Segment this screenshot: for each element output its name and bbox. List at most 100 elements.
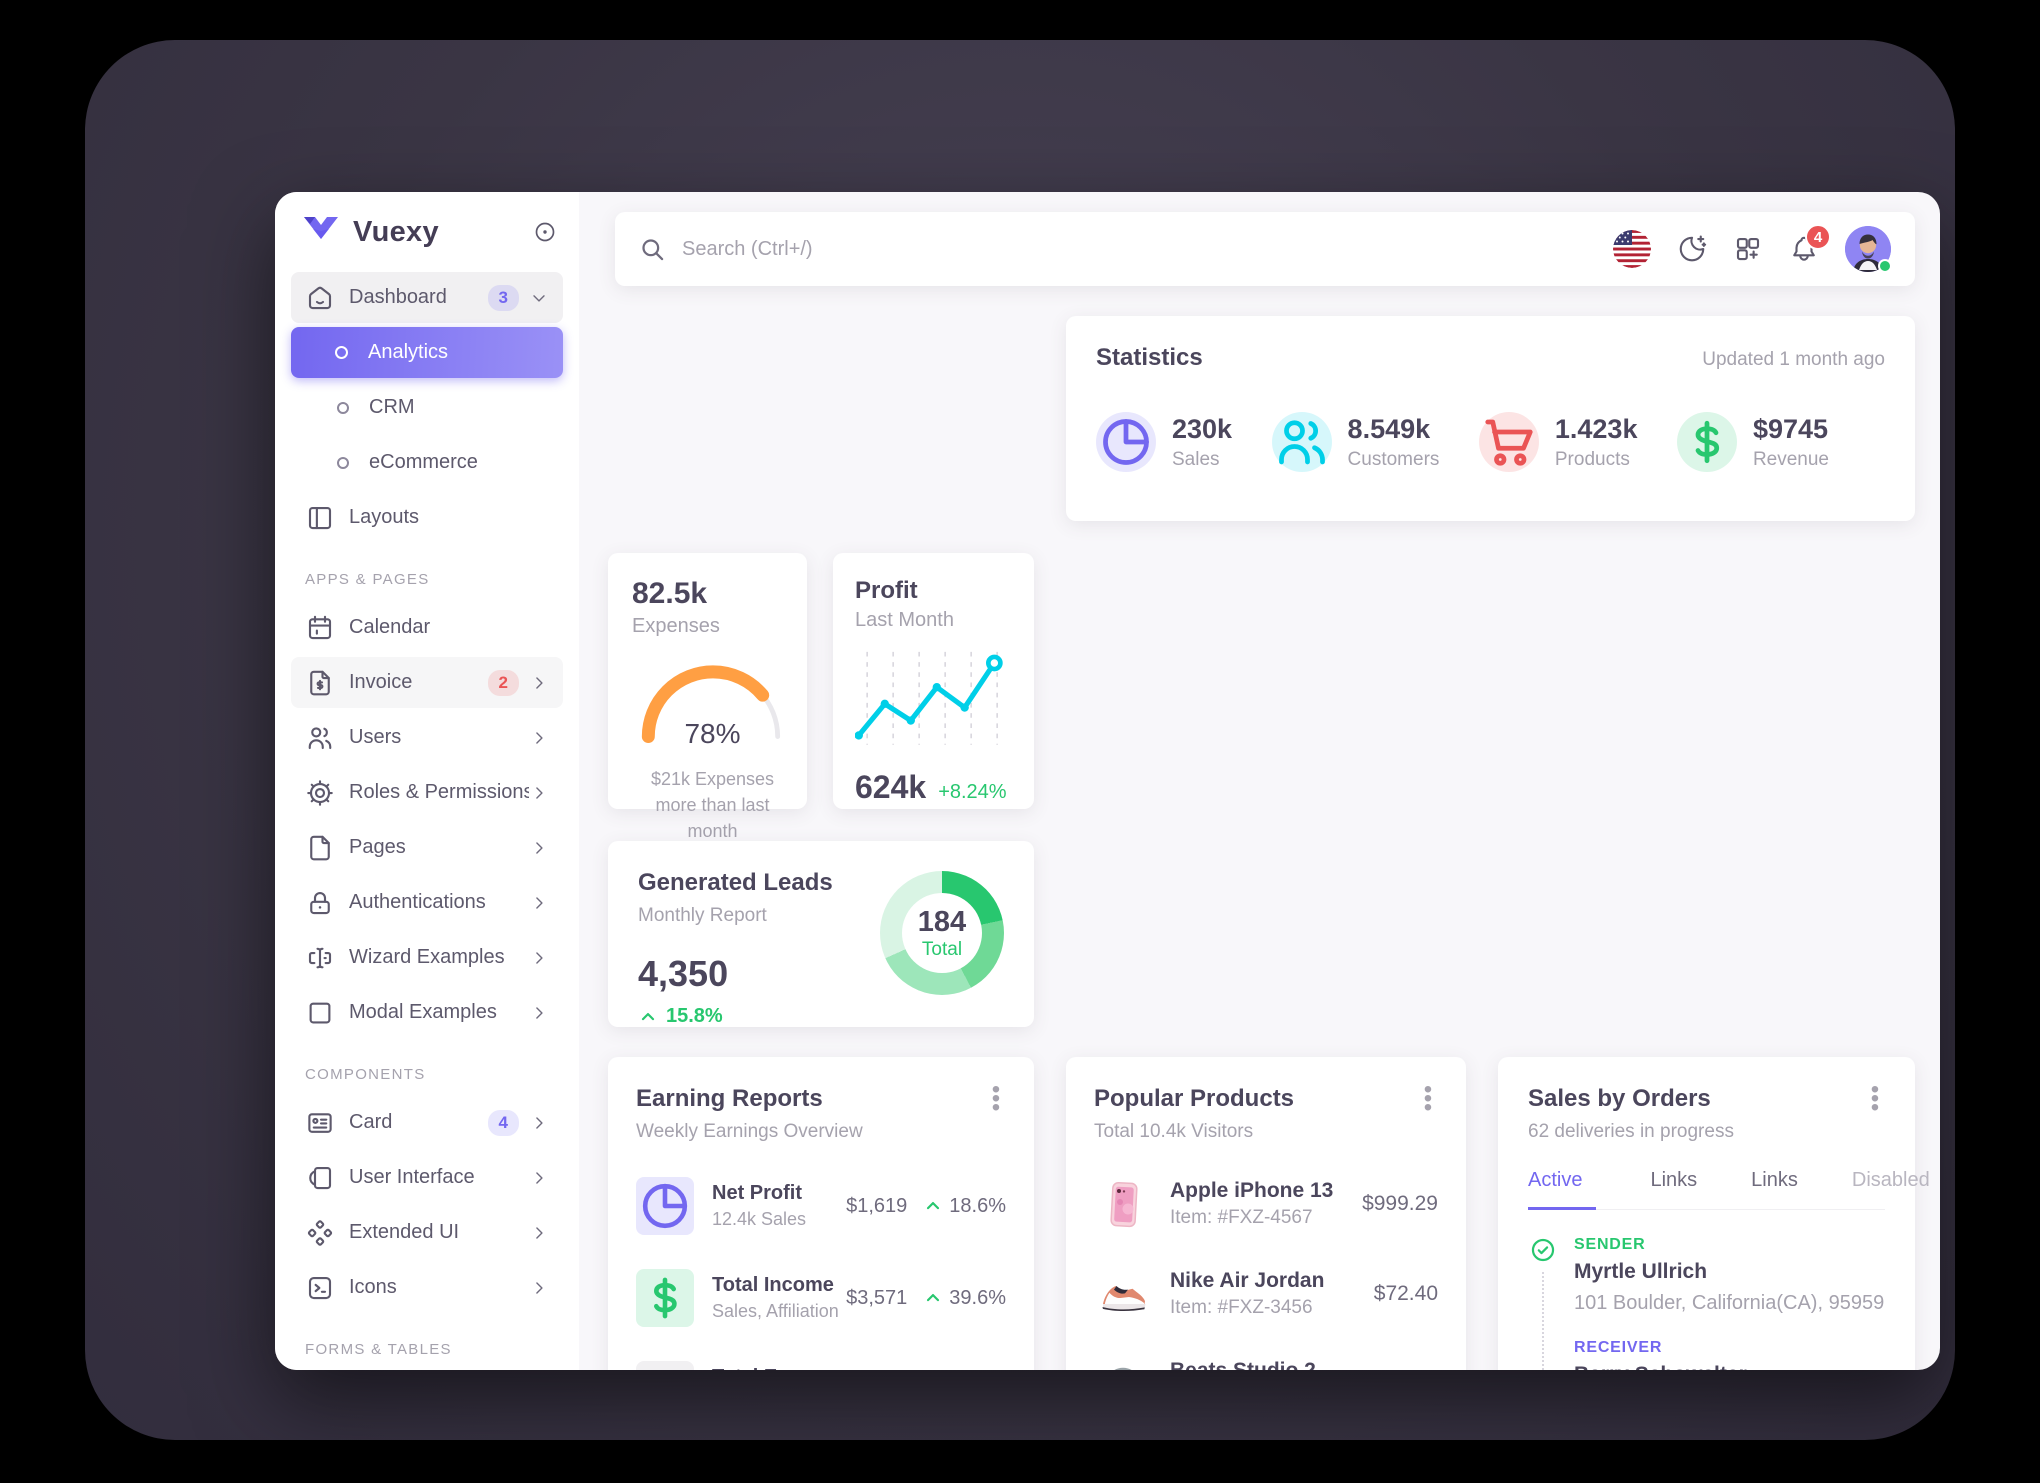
credit-card-icon xyxy=(636,1361,694,1370)
sidebar-pin-toggle[interactable] xyxy=(533,220,557,244)
tab-links-2[interactable]: Links xyxy=(1751,1169,1798,1191)
layout-sidebar-icon xyxy=(305,503,335,533)
kebab-menu-icon[interactable]: • • • xyxy=(1870,1076,1880,1121)
earning-row-title: Total Expenses xyxy=(712,1366,863,1370)
tab-links-1[interactable]: Links xyxy=(1650,1169,1698,1191)
shortcuts-grid-icon[interactable] xyxy=(1733,234,1763,264)
users-icon xyxy=(1271,412,1332,472)
stat-customers: 8.549k Customers xyxy=(1271,412,1439,472)
gear-icon xyxy=(305,778,335,808)
product-row-iphone: Apple iPhone 13 Item: #FXZ-4567 $999.29 xyxy=(1094,1175,1438,1233)
earning-subtitle: Weekly Earnings Overview xyxy=(636,1121,863,1142)
leads-title: Generated Leads xyxy=(638,869,833,896)
users-icon xyxy=(305,723,335,753)
sidebar-item-label: Analytics xyxy=(368,341,449,363)
profit-change: +8.24% xyxy=(938,781,1007,803)
topbar: 4 xyxy=(615,212,1915,286)
stat-revenue: $9745 Revenue xyxy=(1676,412,1829,472)
app-window: Vuexy Dashboard 3 Analytics CRM eCommerc… xyxy=(275,192,1940,1370)
generated-leads-card: Generated Leads Monthly Report 4,350 15.… xyxy=(608,841,1034,1027)
gauge-arc xyxy=(641,665,784,744)
earning-row-title: Net Profit xyxy=(712,1182,802,1204)
sidebar-item-ecommerce[interactable]: eCommerce xyxy=(291,437,563,488)
chart-pie-icon xyxy=(636,1177,694,1235)
sidebar-item-crm[interactable]: CRM xyxy=(291,382,563,433)
earning-row-net-profit: Net Profit 12.4k Sales $1,619 18.6% xyxy=(636,1177,1006,1235)
sidebar-header: Vuexy xyxy=(291,192,563,272)
dark-mode-moon-icon[interactable] xyxy=(1677,234,1707,264)
topbar-icons: 4 xyxy=(1613,224,1892,273)
earning-row-value: $1,619 xyxy=(846,1194,908,1217)
online-status-dot xyxy=(1878,259,1892,273)
notifications-bell-icon[interactable]: 4 xyxy=(1789,224,1831,264)
sidebar-item-calendar[interactable]: Calendar xyxy=(291,602,563,653)
receiver-label: RECEIVER xyxy=(1574,1339,1663,1356)
chevron-right-icon xyxy=(529,893,549,913)
chevron-right-icon xyxy=(529,1113,549,1133)
kebab-menu-icon[interactable]: • • • xyxy=(991,1076,1001,1121)
diamonds-icon xyxy=(305,1218,335,1248)
sidebar-item-modal-examples[interactable]: Modal Examples xyxy=(291,987,563,1038)
invoice-count-badge: 2 xyxy=(487,669,519,696)
sidebar-item-authentications[interactable]: Authentications xyxy=(291,877,563,928)
home-icon xyxy=(305,283,335,313)
chevron-down-icon xyxy=(529,288,549,308)
orders-tabs: Active Links Links Disabled xyxy=(1528,1169,1930,1210)
sidebar-item-extended-ui[interactable]: Extended UI xyxy=(291,1207,563,1258)
earning-row-total-expenses: Total Expenses ADVT, Marketing $430 52.8… xyxy=(636,1361,1006,1370)
user-avatar[interactable] xyxy=(1845,226,1892,273)
tab-disabled[interactable]: Disabled xyxy=(1851,1169,1930,1191)
check-circle-icon xyxy=(1529,1236,1557,1264)
sidebar-item-label: Layouts xyxy=(349,506,420,528)
sidebar-item-layouts[interactable]: Layouts xyxy=(291,492,563,543)
chevron-right-icon xyxy=(529,1278,549,1298)
receiver-block: RECEIVER Barry Schowalter 939 Orange, Ca… xyxy=(1574,1339,1885,1370)
kebab-menu-icon[interactable]: • • • xyxy=(1423,1076,1433,1121)
popular-products-card: Popular Products Total 10.4k Visitors • •… xyxy=(1066,1057,1466,1370)
sidebar-item-label: Dashboard xyxy=(349,286,447,308)
language-flag-icon[interactable] xyxy=(1613,230,1651,268)
leads-value: 4,350 xyxy=(638,953,729,994)
chevron-right-icon xyxy=(529,948,549,968)
leads-donut-chart: 184 Total xyxy=(880,871,1004,995)
sidebar-item-icons[interactable]: Icons xyxy=(291,1262,563,1313)
chevron-right-icon xyxy=(529,673,549,693)
sidebar-item-dashboard[interactable]: Dashboard 3 xyxy=(291,272,563,323)
sidebar-item-user-interface[interactable]: User Interface xyxy=(291,1152,563,1203)
sidebar-item-invoice[interactable]: Invoice 2 xyxy=(291,657,563,708)
sidebar-item-users[interactable]: Users xyxy=(291,712,563,763)
profit-subtitle: Last Month xyxy=(855,609,954,631)
product-name: Beats Studio 2 xyxy=(1170,1359,1374,1370)
desktop-background: Vuexy Dashboard 3 Analytics CRM eCommerc… xyxy=(85,40,1955,1440)
card-count-badge: 4 xyxy=(487,1109,519,1136)
sidebar-item-label: Card xyxy=(349,1111,393,1133)
stat-value: 1.423k xyxy=(1554,413,1638,444)
statistics-updated: Updated 1 month ago xyxy=(1702,349,1885,370)
chart-pie-icon xyxy=(1096,412,1156,472)
sales-by-orders-card: Sales by Orders 62 deliveries in progres… xyxy=(1498,1057,1930,1370)
statistics-title: Statistics xyxy=(1096,344,1203,371)
sidebar-item-card[interactable]: Card 4 xyxy=(291,1097,563,1148)
sidebar-item-analytics[interactable]: Analytics xyxy=(291,327,563,378)
sidebar-item-pages[interactable]: Pages xyxy=(291,822,563,873)
stat-value: 8.549k xyxy=(1347,413,1431,444)
sidebar-item-roles-permissions[interactable]: Roles & Permissions xyxy=(291,767,563,818)
tab-active[interactable]: Active xyxy=(1528,1169,1597,1210)
sidebar-item-label: Extended UI xyxy=(349,1221,460,1243)
products-subtitle: Total 10.4k Visitors xyxy=(1094,1121,1254,1142)
earning-row-total-income: Total Income Sales, Affiliation $3,571 3… xyxy=(636,1269,1006,1327)
receiver-name: Barry Schowalter xyxy=(1574,1363,1885,1370)
brand-name[interactable]: Vuexy xyxy=(353,215,439,248)
expenses-value: 82.5k xyxy=(632,577,708,610)
statistics-row: 230k Sales 8.549k Customers 1.423k Produ… xyxy=(1096,412,1885,472)
products-title: Popular Products xyxy=(1094,1085,1295,1112)
earning-reports-card: Earning Reports Weekly Earnings Overview… xyxy=(608,1057,1034,1370)
caret-up-icon xyxy=(923,1196,943,1216)
file-dollar-icon xyxy=(305,668,335,698)
calendar-icon xyxy=(305,613,335,643)
shopping-cart-icon xyxy=(1478,412,1539,472)
stat-value: 230k xyxy=(1172,413,1233,444)
search-input[interactable] xyxy=(682,237,1182,261)
profit-card: Profit Last Month 624k +8.24% xyxy=(833,553,1034,809)
sidebar-item-wizard-examples[interactable]: Wizard Examples xyxy=(291,932,563,983)
